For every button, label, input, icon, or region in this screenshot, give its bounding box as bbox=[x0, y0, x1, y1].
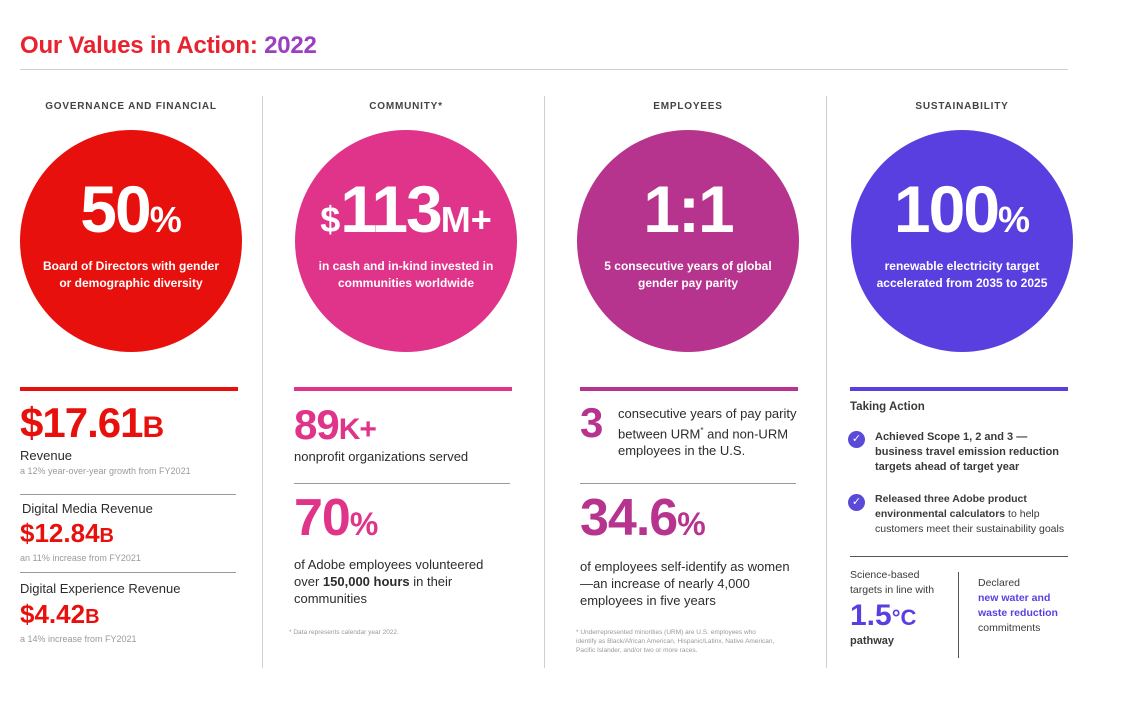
employees-circle-value: 1:1 bbox=[643, 172, 734, 246]
digital-media-value: $12.84B bbox=[20, 518, 114, 548]
governance-bar bbox=[20, 387, 238, 391]
nonprofits-value: 89K+ bbox=[294, 401, 377, 448]
pay-parity-value: 3 bbox=[580, 399, 604, 446]
inner-divider bbox=[958, 572, 959, 658]
sustainability-circle-caption: renewable electricity target accelerated… bbox=[876, 259, 1048, 290]
digital-experience-label: Digital Experience Revenue bbox=[20, 581, 181, 596]
divider bbox=[294, 483, 510, 484]
revenue-sub: a 12% year-over-year growth from FY2021 bbox=[20, 466, 191, 476]
science-targets-text: Science-based targets in line with bbox=[850, 569, 935, 596]
community-footnote: * Data represents calendar year 2022. bbox=[289, 629, 399, 636]
digital-experience-value: $4.42B bbox=[20, 599, 100, 629]
digital-media-label: Digital Media Revenue bbox=[22, 501, 153, 516]
column-divider bbox=[544, 96, 545, 668]
title-divider bbox=[20, 69, 1068, 70]
employees-footnote: * Underrepresented minorities (URM) are … bbox=[576, 629, 775, 654]
divider bbox=[20, 494, 236, 495]
women-value: 34.6% bbox=[580, 489, 706, 547]
employees-bar bbox=[580, 387, 798, 391]
page-title: Our Values in Action: 2022 bbox=[20, 32, 317, 59]
volunteer-value: 70% bbox=[294, 489, 378, 547]
revenue-value: $17.61B bbox=[20, 399, 164, 446]
community-header: COMMUNITY* bbox=[369, 101, 443, 112]
digital-experience-sub: a 14% increase from FY2021 bbox=[20, 634, 137, 644]
action-item-2: Released three Adobe product environment… bbox=[875, 493, 1065, 535]
revenue-label: Revenue bbox=[20, 448, 73, 463]
governance-circle: 50% Board of Directors with gender or de… bbox=[20, 130, 242, 352]
science-targets-pathway: pathway bbox=[850, 635, 895, 647]
sustainability-circle: 100% renewable electricity target accele… bbox=[851, 130, 1073, 352]
declared-text: Declared new water and waste reduction c… bbox=[978, 577, 1058, 634]
community-circle-value: $113M+ bbox=[320, 172, 492, 246]
community-circle: $113M+ in cash and in-kind invested in c… bbox=[295, 130, 517, 352]
sustainability-circle-value: 100% bbox=[893, 172, 1031, 246]
community-circle-caption: in cash and in-kind invested in communit… bbox=[318, 259, 494, 290]
nonprofits-label: nonprofit organizations served bbox=[294, 449, 469, 464]
science-targets-value: 1.5°C bbox=[850, 599, 917, 632]
sustainability-header: SUSTAINABILITY bbox=[915, 101, 1009, 112]
divider bbox=[580, 483, 796, 484]
sustainability-bar bbox=[850, 387, 1068, 391]
check-icon: ✓ bbox=[848, 431, 865, 448]
women-label: of employees self-identify as women—an i… bbox=[580, 559, 790, 608]
employees-circle-caption: 5 consecutive years of global gender pay… bbox=[604, 259, 772, 290]
governance-circle-caption: Board of Directors with gender or demogr… bbox=[42, 259, 220, 290]
check-icon: ✓ bbox=[848, 494, 865, 511]
taking-action-heading: Taking Action bbox=[850, 401, 925, 413]
governance-header: GOVERNANCE AND FINANCIAL bbox=[45, 101, 217, 112]
divider bbox=[850, 556, 1068, 557]
employees-header: EMPLOYEES bbox=[653, 101, 723, 112]
volunteer-label: of Adobe employees volunteered over 150,… bbox=[294, 557, 484, 606]
column-divider bbox=[262, 96, 263, 668]
divider bbox=[20, 572, 236, 573]
community-bar bbox=[294, 387, 512, 391]
pay-parity-label: consecutive years of pay parity between … bbox=[618, 406, 797, 459]
column-divider bbox=[826, 96, 827, 668]
governance-circle-value: 50% bbox=[80, 172, 182, 246]
action-item-1: Achieved Scope 1, 2 and 3 — business tra… bbox=[875, 431, 1060, 473]
digital-media-sub: an 11% increase from FY2021 bbox=[20, 553, 141, 563]
employees-circle: 1:1 5 consecutive years of global gender… bbox=[577, 130, 799, 352]
